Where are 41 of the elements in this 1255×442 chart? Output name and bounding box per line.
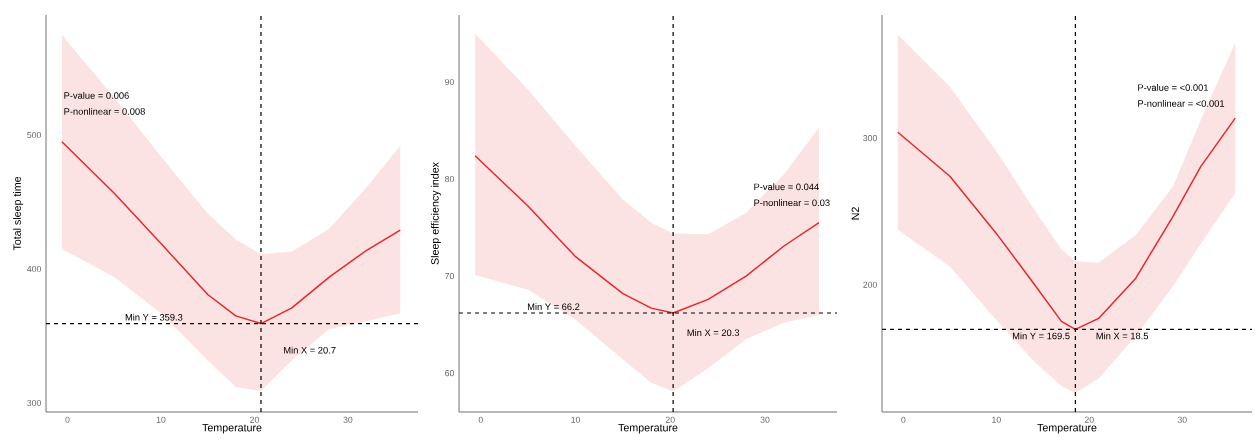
x-tick-label: 30 — [760, 416, 770, 423]
x-tick-label: 30 — [1177, 416, 1187, 423]
annotation: P-value = 0.006 — [64, 92, 129, 99]
x-tick-label: 0 — [478, 416, 483, 423]
y-axis-title: Sleep efficiency index — [430, 162, 441, 265]
y-tick-label: 70 — [445, 273, 454, 280]
y-tick-label: 60 — [445, 370, 454, 377]
x-tick-label: 30 — [343, 416, 353, 423]
ref-line-label: Min Y = 66.2 — [527, 303, 580, 311]
x-axis-title: Temperature — [202, 423, 262, 434]
ref-line-label: Min Y = 359.3 — [125, 313, 183, 321]
annotation: P-nonlinear = 0.03 — [754, 199, 830, 207]
y-tick-label: 500 — [27, 131, 41, 139]
x-tick-label: 20 — [250, 416, 259, 423]
x-tick-label: 20 — [665, 416, 675, 423]
x-tick-label: 20 — [1084, 416, 1094, 423]
line-series — [61, 141, 401, 325]
annotation: P-value = <0.001 — [1138, 84, 1209, 91]
y-axis-title: N2 — [851, 207, 860, 220]
y-tick-label: 400 — [27, 265, 41, 273]
y-axis-title: Total sleep time — [13, 176, 24, 251]
annotation: P-value = 0.044 — [754, 183, 819, 191]
x-axis-title: Temperature — [618, 423, 678, 434]
y-tick-label: 300 — [27, 399, 41, 407]
x-tick-label: 10 — [571, 416, 581, 423]
y-tick-label: 300 — [863, 135, 877, 142]
x-tick-label: 10 — [992, 416, 1001, 423]
y-tick-label: 200 — [863, 281, 877, 288]
y-tick-label: 90 — [445, 78, 454, 86]
x-axis-title: Temperature — [1037, 423, 1097, 434]
ref-line-label: Min X = 20.7 — [284, 346, 336, 354]
annotation: P-nonlinear = 0.008 — [64, 107, 145, 115]
ref-line-label: Min Y = 169.5 — [1012, 332, 1070, 340]
ref-line-label: Min X = 18.5 — [1096, 332, 1149, 340]
x-tick-label: 0 — [65, 416, 70, 423]
ref-line-label: Min X = 20.3 — [687, 329, 740, 336]
x-tick-label: 10 — [156, 416, 166, 423]
x-tick-label: 0 — [901, 416, 906, 423]
line-series — [897, 117, 1237, 331]
annotation: P-nonlinear = <0.001 — [1138, 99, 1225, 107]
y-tick-label: 80 — [445, 175, 454, 183]
